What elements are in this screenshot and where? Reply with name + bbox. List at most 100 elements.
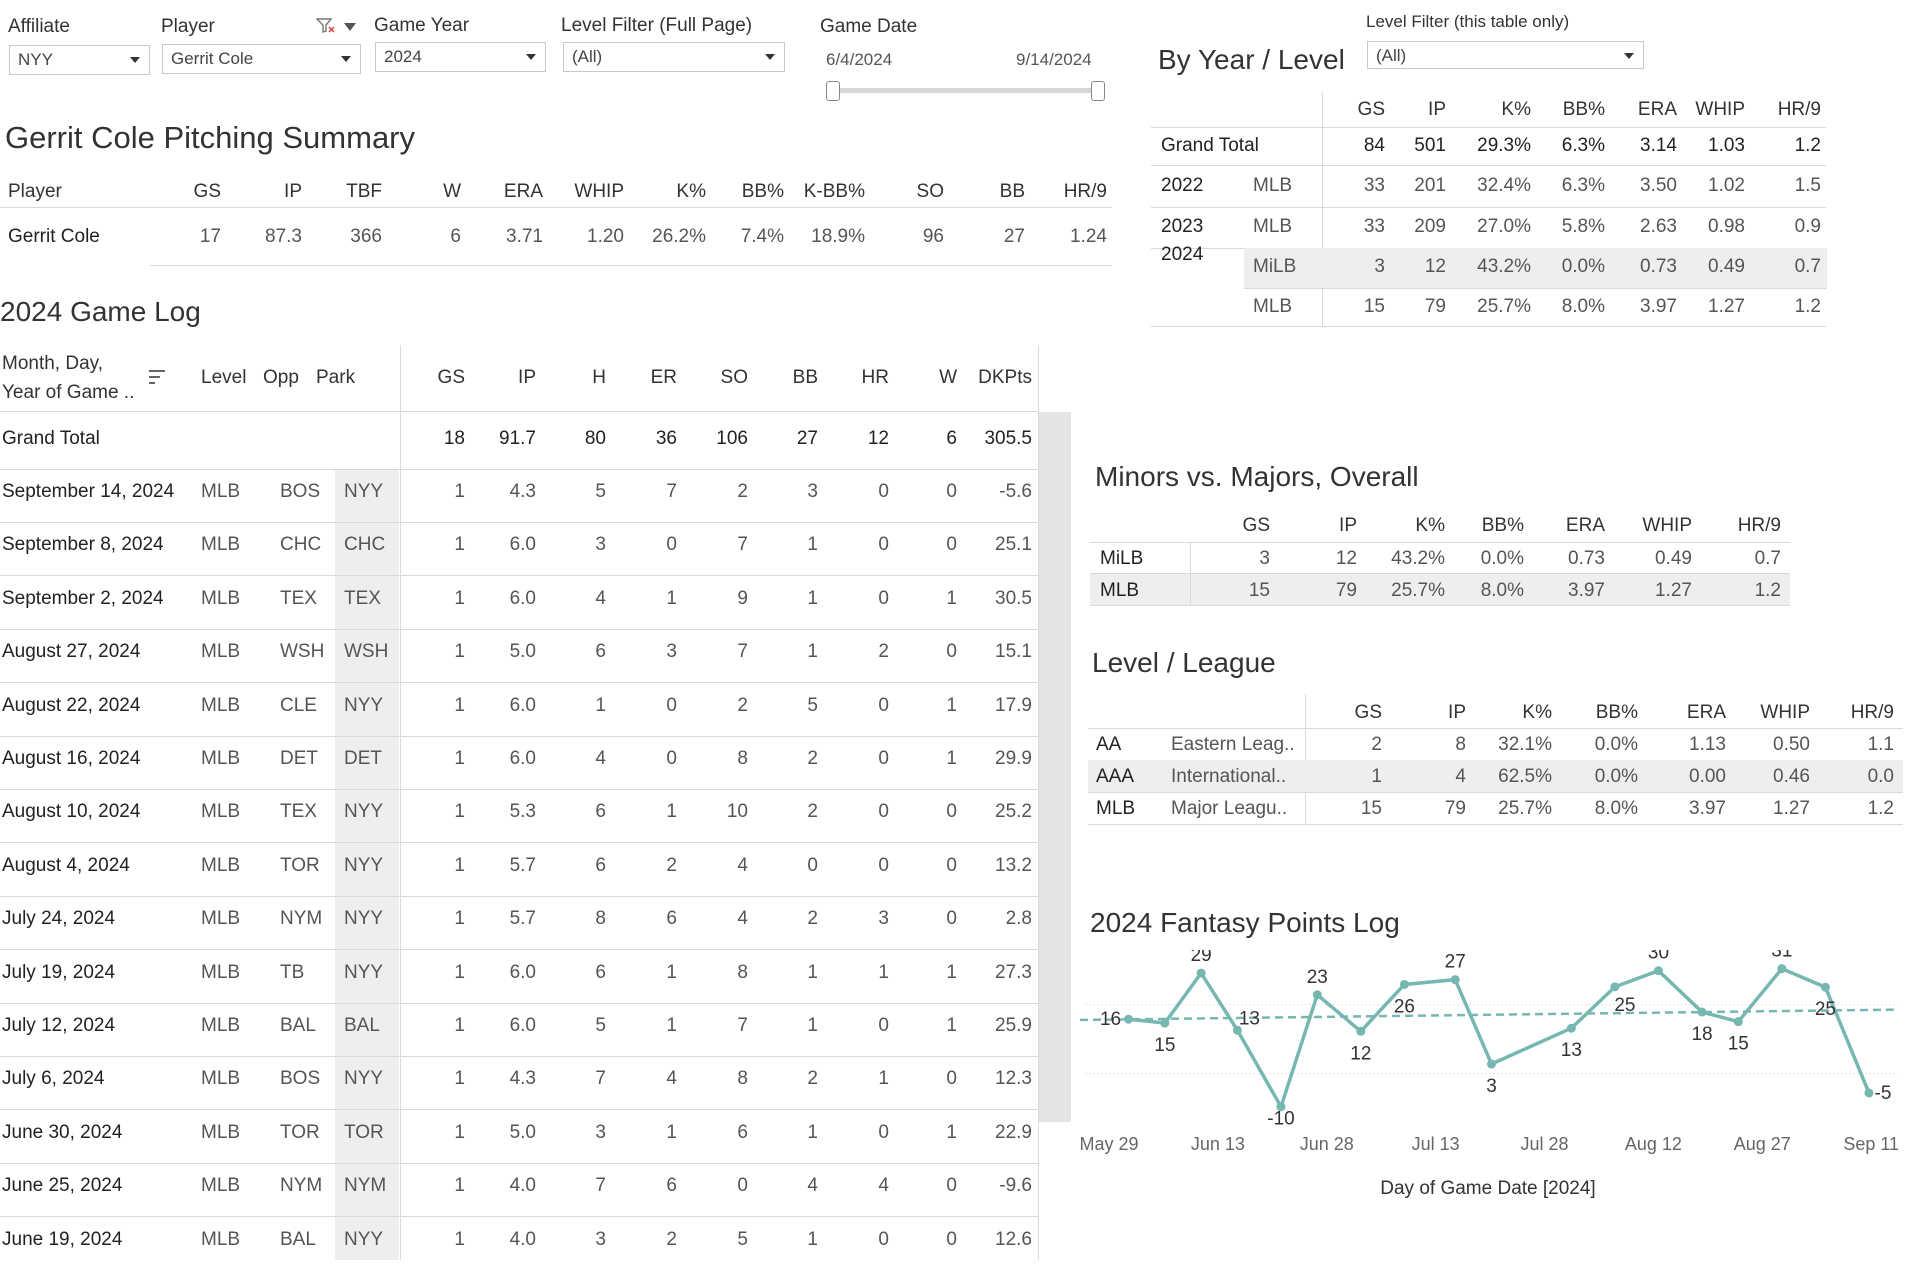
level-league-level[interactable]: MLB: [1096, 798, 1136, 819]
data-point: [1733, 1017, 1743, 1027]
minors-majors-header: WHIP: [1642, 515, 1692, 536]
game-log-cell: 0: [666, 534, 677, 555]
game-log-header[interactable]: Park: [316, 367, 356, 388]
game-log-opp: NYM: [280, 1175, 323, 1196]
level-league-cell: 0.00: [1689, 766, 1726, 787]
minors-majors-cell: 3: [1259, 548, 1270, 569]
game-log-cell: 2: [807, 908, 818, 929]
by-year-year[interactable]: 2023: [1161, 216, 1204, 237]
game-log-row-divider: [0, 629, 1039, 630]
data-label: 29: [1191, 950, 1212, 966]
by-year-year[interactable]: 2024: [1161, 244, 1204, 265]
by-year-grand-total-cell: 3.14: [1640, 135, 1677, 156]
level-league-level[interactable]: AAA: [1096, 766, 1135, 787]
player-dropdown[interactable]: Gerrit Cole: [162, 44, 361, 74]
level-league-divider: [1305, 694, 1306, 824]
game-log-cell: 0: [946, 1229, 957, 1250]
game-log-header[interactable]: Level: [201, 367, 247, 388]
game-log-cell: 4.3: [509, 481, 536, 502]
game-log-cell: 5.0: [509, 641, 536, 662]
level-league-league[interactable]: International..: [1171, 766, 1287, 787]
data-point: [1450, 975, 1460, 985]
game-log-cell: 9: [737, 588, 748, 609]
game-log-grand-total-cell: 27: [796, 428, 818, 449]
game-date-slider-track[interactable]: [833, 88, 1101, 93]
game-log-grand-total-cell: 6: [946, 428, 957, 449]
game-log-cell: 3: [807, 481, 818, 502]
game-log-header[interactable]: Opp: [263, 367, 299, 388]
by-year-cell: 25.7%: [1477, 296, 1531, 317]
game-log-cell: 1: [666, 801, 677, 822]
summary-header: K%: [676, 181, 706, 202]
level-filter-full-dropdown[interactable]: (All): [563, 42, 785, 72]
summary-header: W: [443, 181, 461, 202]
game-log-cell: 7: [737, 1015, 748, 1036]
game-year-dropdown[interactable]: 2024: [375, 42, 546, 72]
game-log-date: July 24, 2024: [2, 908, 116, 929]
by-year-cell: 0.7: [1794, 256, 1821, 277]
by-year-cell: 3.50: [1640, 175, 1677, 196]
minors-majors-cell: 0.7: [1754, 548, 1781, 569]
game-log-cell: 4: [737, 908, 748, 929]
game-log-scrollbar[interactable]: [1039, 412, 1071, 1122]
by-year-level[interactable]: MLB: [1253, 175, 1293, 196]
level-filter-full-value: (All): [572, 47, 603, 66]
summary-cell: 87.3: [265, 226, 302, 247]
game-log-park: NYY: [344, 801, 384, 822]
game-log-cell: 4: [595, 748, 606, 769]
game-log-cell: 6.0: [509, 962, 536, 983]
by-year-level[interactable]: MLB: [1253, 216, 1293, 237]
level-league-league[interactable]: Eastern Leag..: [1171, 734, 1295, 755]
by-year-year[interactable]: 2022: [1161, 175, 1204, 196]
game-log-cell: 1: [454, 534, 465, 555]
by-year-grand-total-cell: 6.3%: [1561, 135, 1605, 156]
game-date-start-handle[interactable]: [826, 81, 840, 101]
by-year-grand-total-label: Grand Total: [1161, 135, 1259, 156]
game-log-cell: 0: [878, 1015, 889, 1036]
summary-cell: 96: [922, 226, 944, 247]
game-log-row-divider: [0, 682, 1039, 683]
game-log-date: September 14, 2024: [2, 481, 175, 502]
game-log-cell: 1: [666, 1122, 677, 1143]
level-league-level[interactable]: AA: [1096, 734, 1122, 755]
chevron-down-icon: [1624, 53, 1634, 59]
game-log-cell: 1: [946, 1122, 957, 1143]
summary-cell: 17: [199, 226, 221, 247]
game-log-grand-total-cell: 106: [716, 428, 748, 449]
level-league-league[interactable]: Major Leagu..: [1171, 798, 1288, 819]
minors-majors-level[interactable]: MLB: [1100, 580, 1140, 601]
by-year-header: GS: [1357, 99, 1385, 120]
game-log-date: August 27, 2024: [2, 641, 141, 662]
summary-player-name[interactable]: Gerrit Cole: [8, 226, 100, 247]
level-filter-table-dropdown[interactable]: (All): [1367, 41, 1644, 69]
level-league-cell: 79: [1444, 798, 1466, 819]
game-log-header: DKPts: [978, 367, 1032, 388]
game-log-cell: 1: [595, 695, 606, 716]
game-log-cell: 1: [946, 748, 957, 769]
game-log-cell: 1: [454, 1122, 465, 1143]
sort-icon[interactable]: [148, 369, 166, 385]
filter-menu-icon[interactable]: [344, 23, 356, 31]
game-log-cell: 2: [807, 1068, 818, 1089]
game-log-date-header[interactable]: Year of Game ..: [2, 382, 135, 403]
by-year-level[interactable]: MLB: [1253, 296, 1293, 317]
level-league-header: K%: [1522, 702, 1552, 723]
affiliate-dropdown[interactable]: NYY: [9, 45, 150, 75]
game-log-date-header[interactable]: Month, Day,: [2, 353, 104, 374]
game-log-cell: 5.0: [509, 1122, 536, 1143]
data-point: [1610, 982, 1620, 992]
minors-majors-level[interactable]: MiLB: [1100, 548, 1144, 569]
game-log-cell: 0: [878, 748, 889, 769]
game-log-row-divider: [0, 736, 1039, 737]
summary-cell: 366: [350, 226, 382, 247]
by-year-header: HR/9: [1777, 99, 1821, 120]
game-log-cell: -9.6: [999, 1175, 1032, 1196]
game-date-end-handle[interactable]: [1091, 81, 1105, 101]
game-log-cell: 0: [878, 801, 889, 822]
game-log-cell: 3: [595, 1229, 606, 1250]
by-year-level[interactable]: MiLB: [1253, 256, 1297, 277]
game-log-cell: 0: [878, 588, 889, 609]
clear-filter-icon[interactable]: [316, 17, 336, 35]
by-year-cell: 27.0%: [1477, 216, 1531, 237]
data-label: 25: [1815, 999, 1836, 1020]
